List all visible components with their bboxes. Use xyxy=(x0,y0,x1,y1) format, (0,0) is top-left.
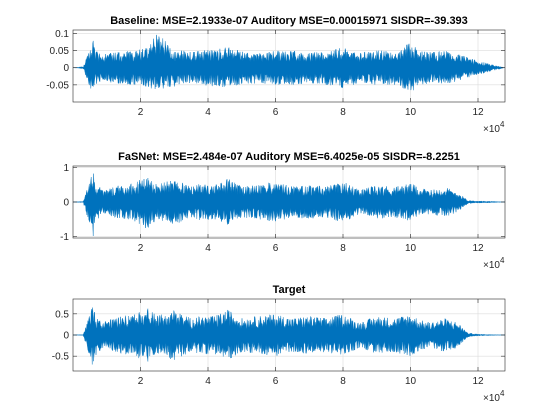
x-tick-label: 12 xyxy=(472,376,484,387)
y-tick-label: 0.1 xyxy=(55,29,69,40)
waveform-series xyxy=(73,173,505,237)
x-exponent-power: 4 xyxy=(500,389,505,398)
x-tick-label: 4 xyxy=(205,107,211,118)
chart-title: FaSNet: MSE=2.484e-07 Auditory MSE=6.402… xyxy=(118,151,460,163)
y-tick-label: 0.5 xyxy=(55,309,69,320)
axes-box xyxy=(72,29,506,103)
x-tick-label: 8 xyxy=(340,243,346,254)
y-tick-label: -0.5 xyxy=(52,352,70,363)
y-tick-label: 0 xyxy=(63,198,69,209)
x-tick-label: 4 xyxy=(205,376,211,387)
x-tick-label: 10 xyxy=(405,376,417,387)
chart-title: Baseline: MSE=2.1933e-07 Auditory MSE=0.… xyxy=(110,15,468,27)
x-tick-label: 6 xyxy=(273,376,279,387)
waveform-series xyxy=(72,34,506,91)
y-tick-label: 1 xyxy=(63,163,69,174)
chart-title: Target xyxy=(273,284,306,296)
x-tick-label: 12 xyxy=(472,107,484,118)
x-tick-label: 12 xyxy=(472,243,484,254)
x-tick-label: 10 xyxy=(405,107,417,118)
y-tick-label: -1 xyxy=(60,232,69,243)
x-tick-label: 8 xyxy=(340,107,346,118)
x-exponent-power: 4 xyxy=(500,256,505,265)
y-tick-label: 0 xyxy=(63,331,69,342)
x-exponent-base: ×10 xyxy=(483,393,500,404)
x-exponent-label: ×104 xyxy=(483,120,505,135)
x-exponent-base: ×10 xyxy=(483,260,500,271)
x-tick-label: 6 xyxy=(273,107,279,118)
y-tick-label: -0.05 xyxy=(46,80,69,91)
x-exponent-label: ×104 xyxy=(483,256,505,271)
subplot-baseline: 2 4 6 8 10 12 -0.05 0 0.05 0.1 Baseline: MSE=2.193… xyxy=(46,15,506,135)
x-tick-label: 6 xyxy=(273,243,279,254)
x-tick-label: 4 xyxy=(205,243,211,254)
x-tick-label: 8 xyxy=(340,376,346,387)
x-tick-label: 2 xyxy=(138,243,144,254)
x-tick-label: 2 xyxy=(138,376,144,387)
x-tick-label: 2 xyxy=(138,107,144,118)
waveform-series xyxy=(73,307,505,365)
x-exponent-label: ×104 xyxy=(483,389,505,404)
x-exponent-power: 4 xyxy=(500,120,505,129)
subplot-fasnet: 2 4 6 8 10 12 -1 0 1 FaSNet: MSE=2.484e-07 Audito… xyxy=(60,151,506,271)
y-tick-label: 0.05 xyxy=(50,46,70,57)
y-tick-label: 0 xyxy=(63,63,69,74)
x-exponent-base: ×10 xyxy=(483,124,500,135)
x-tick-label: 10 xyxy=(405,243,417,254)
